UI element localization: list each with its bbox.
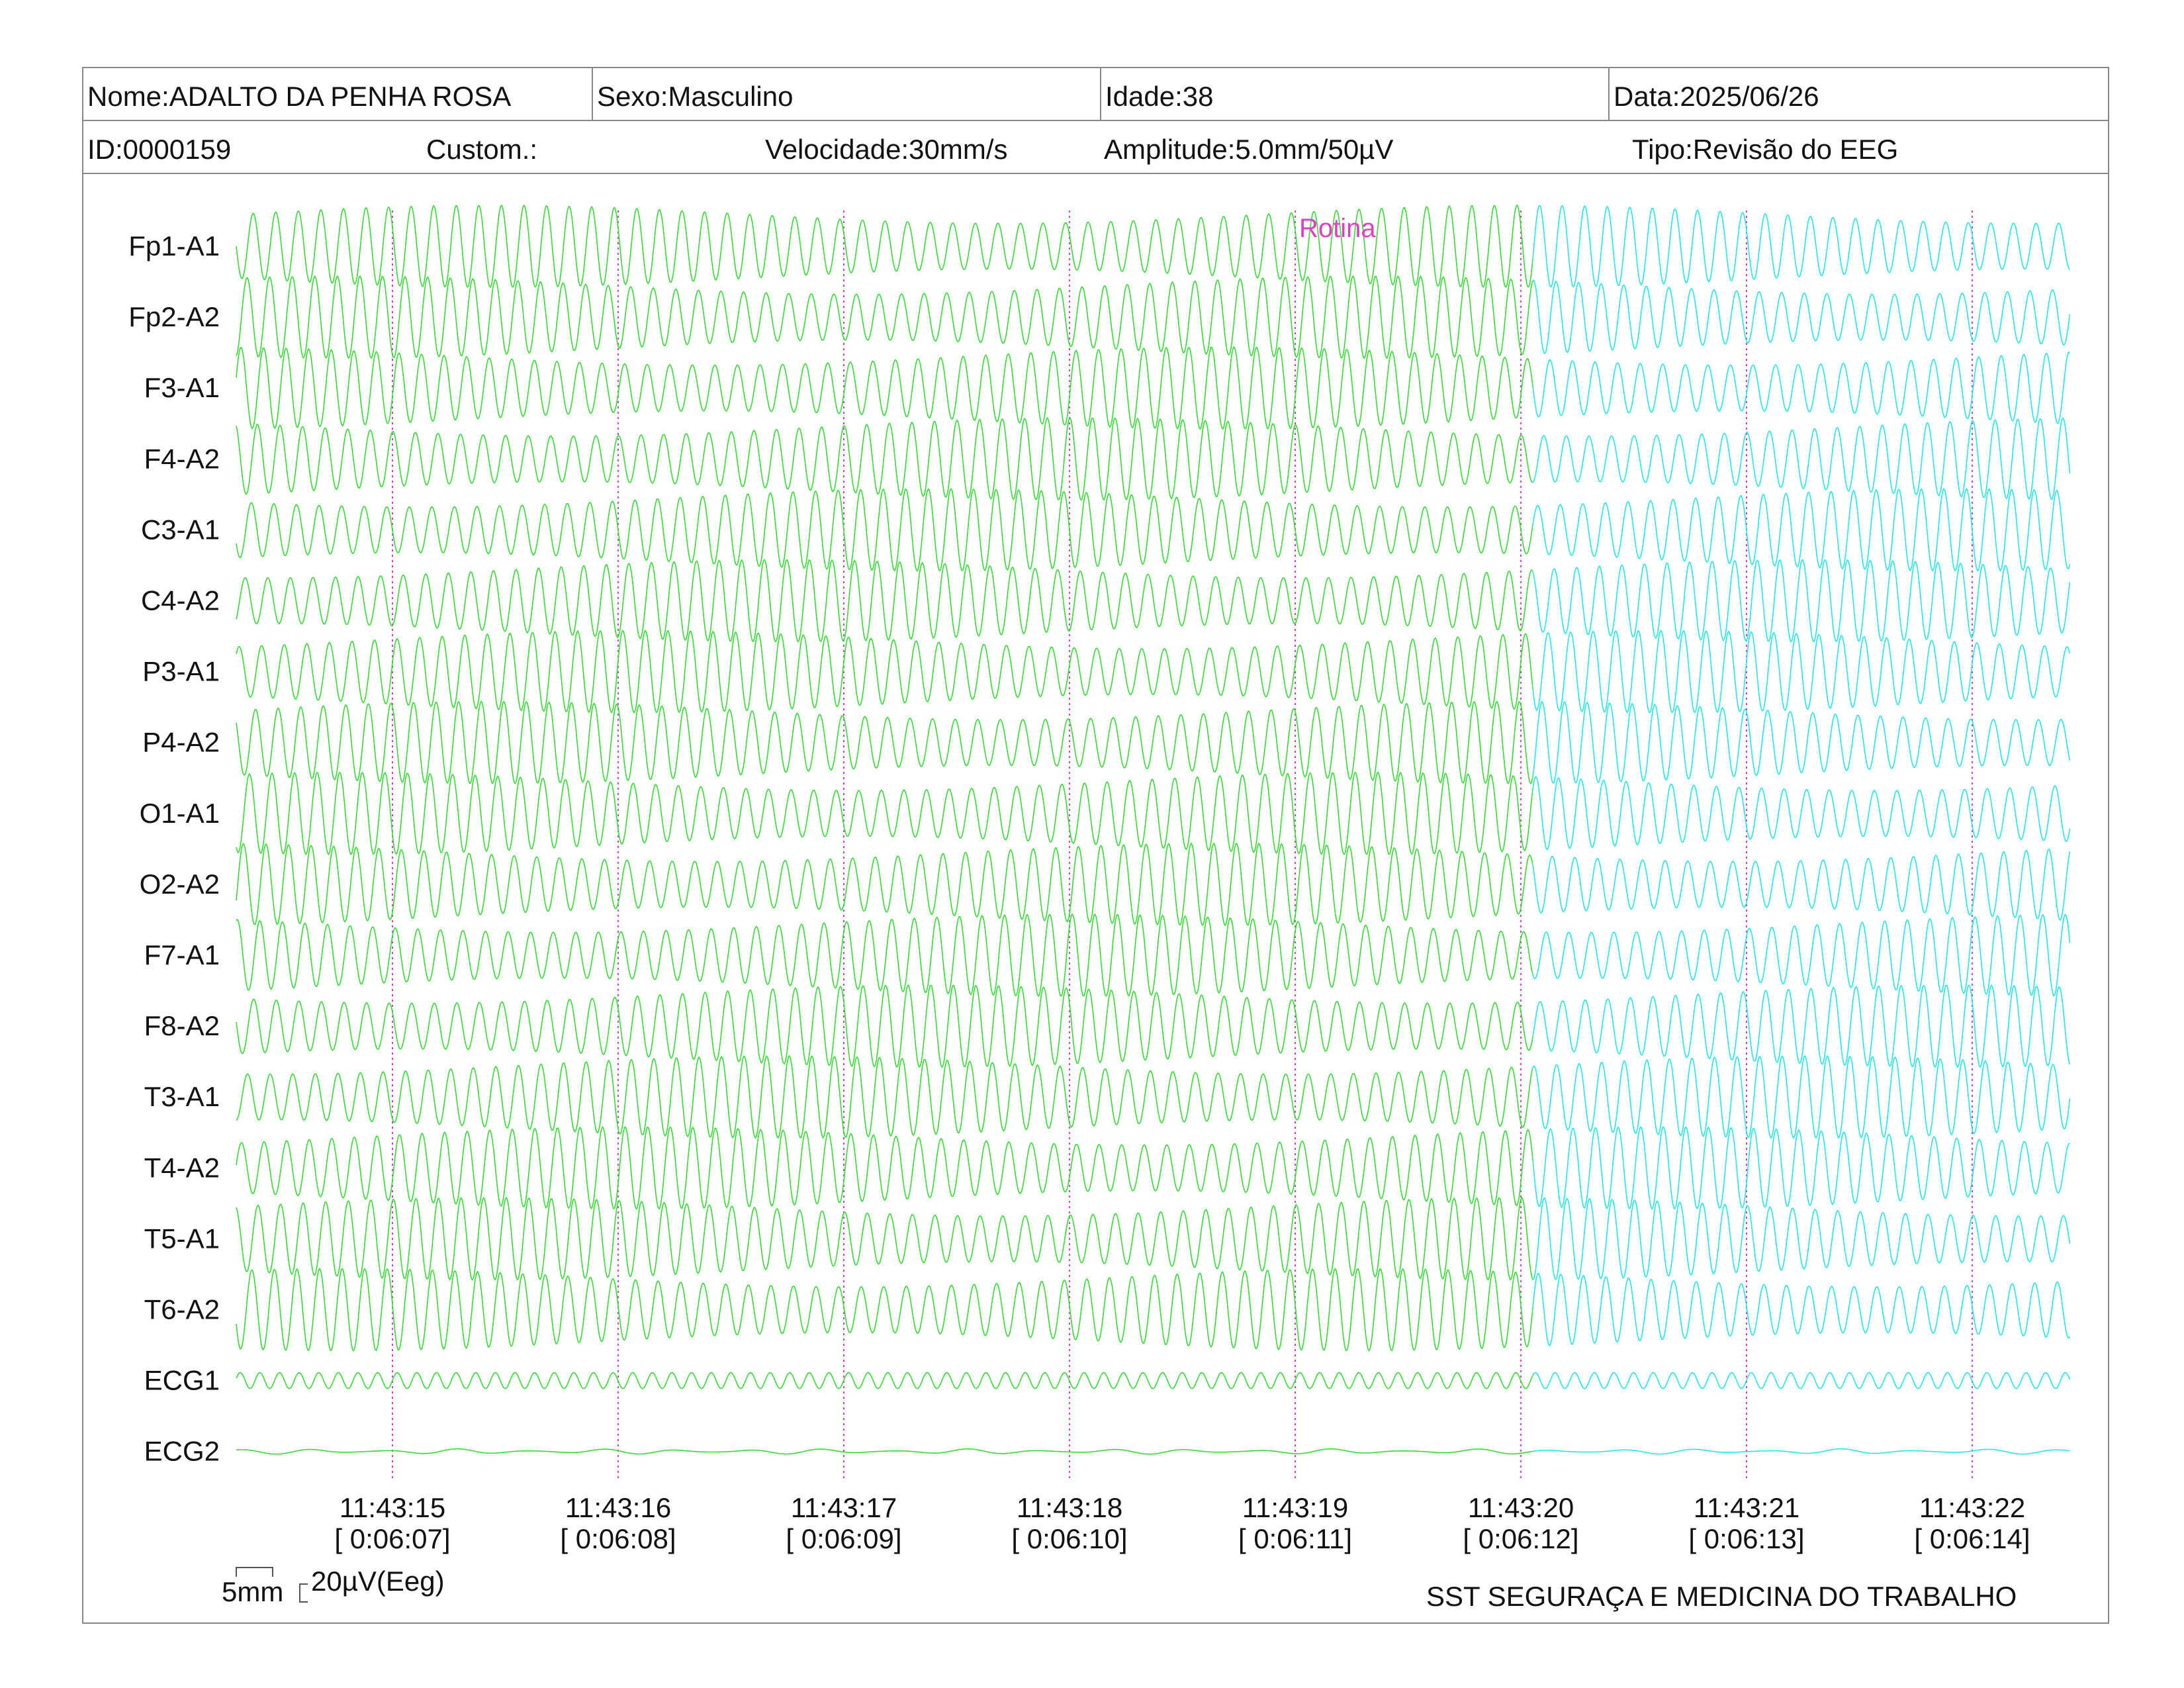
channel-label: T5-A1 [144,1223,220,1254]
exam-date: Data:2025/06/26 [1614,81,1819,112]
scale-amplitude-label: 20µV(Eeg) [311,1566,445,1597]
channel-trace [236,488,1533,572]
channel-trace [1532,1372,2071,1389]
scale-time-label: 5mm [222,1576,284,1607]
channel-trace [1532,417,2071,500]
channel-trace [1532,914,2071,997]
channel-trace [1532,984,2071,1068]
channel-trace [236,984,1533,1068]
channel-trace [236,1196,1533,1281]
channel-label: T6-A2 [144,1294,220,1325]
channel-trace [1532,1055,2071,1139]
channel-label: F7-A1 [144,939,220,970]
report-frame: Nome:ADALTO DA PENHA ROSA Sexo:Masculino… [82,67,2109,1624]
channel-trace [236,1126,1533,1210]
channel-label: C4-A2 [141,585,220,616]
channel-trace [236,559,1533,643]
channel-trace [1532,1197,2071,1281]
company-name: SST SEGURAÇA E MEDICINA DO TRABALHO [1426,1581,2017,1612]
channel-trace [1532,559,2071,643]
header-row-1: Nome:ADALTO DA PENHA ROSA Sexo:Masculino… [83,68,2108,121]
time-tick-clock: 11:43:21 [1694,1492,1799,1523]
channel-trace [1532,776,2071,850]
patient-id: ID:0000159 [87,134,232,165]
time-tick-elapsed: [ 0:06:08] [560,1523,676,1554]
channel-trace [236,416,1533,501]
patient-name: Nome:ADALTO DA PENHA ROSA [83,68,593,120]
exam-type: Tipo:Revisão do EEG [1632,134,1899,165]
time-tick-clock: 11:43:16 [565,1492,671,1523]
channel-trace [1532,279,2071,355]
time-tick-elapsed: [ 0:06:11] [1238,1523,1352,1554]
time-tick-clock: 11:43:20 [1468,1492,1574,1523]
channel-label: P4-A2 [142,727,220,758]
channel-trace [1532,700,2071,784]
speed-setting: Velocidade:30mm/s [765,134,1008,165]
time-tick-elapsed: [ 0:06:13] [1688,1523,1804,1554]
channel-trace [1532,630,2071,714]
channel-trace [236,700,1533,785]
channel-trace [1532,1448,2070,1455]
time-tick-clock: 11:43:18 [1017,1492,1122,1523]
time-tick-clock: 11:43:17 [791,1492,897,1523]
channel-label: Fp1-A1 [128,230,220,261]
channel-label: ECG1 [144,1365,220,1396]
amplitude-scale-bar [299,1583,308,1603]
channel-trace [236,913,1533,998]
channel-trace [1532,1126,2070,1210]
channel-trace [236,1055,1533,1139]
channel-label: O1-A1 [140,798,220,829]
channel-trace [1532,351,2071,424]
channel-trace [236,1372,1533,1389]
channel-trace [236,630,1533,714]
time-tick-elapsed: [ 0:06:07] [334,1523,450,1554]
header-row-2: ID:0000159 Custom.: Velocidade:30mm/s Am… [83,121,2108,174]
channel-label: C3-A1 [141,514,220,545]
channel-trace [236,1448,1533,1455]
channel-label: T4-A2 [144,1152,220,1183]
channel-trace [1532,204,2071,288]
annotation-label: Rotina [1299,214,1376,243]
channel-label: F4-A2 [144,443,220,474]
amplitude-setting: Amplitude:5.0mm/50µV [1104,134,1394,165]
time-tick-clock: 11:43:19 [1242,1492,1348,1523]
time-tick-clock: 11:43:22 [1919,1492,2025,1523]
channel-label: O2-A2 [140,868,220,900]
time-tick-elapsed: [ 0:06:12] [1463,1523,1578,1554]
patient-age: Idade:38 [1101,68,1610,120]
channel-trace [236,275,1533,359]
time-tick-elapsed: [ 0:06:10] [1011,1523,1127,1554]
channel-trace [1532,1273,2071,1347]
time-tick-clock: 11:43:15 [340,1492,445,1523]
time-tick-elapsed: [ 0:06:14] [1914,1523,2030,1554]
channel-label: ECG2 [144,1436,220,1467]
channel-trace [236,1268,1533,1352]
channel-trace [1532,848,2071,921]
time-tick-elapsed: [ 0:06:09] [786,1523,901,1554]
channel-trace [236,842,1533,927]
channel-trace [236,204,1533,289]
channel-label: P3-A1 [142,656,220,687]
time-scale-bar [236,1567,273,1577]
channel-label: F8-A2 [144,1010,220,1041]
channel-label: T3-A1 [144,1081,220,1112]
channel-label: F3-A1 [144,372,220,403]
channel-trace [236,346,1533,430]
channel-trace [1532,487,2071,572]
patient-sex: Sexo:Masculino [593,68,1101,120]
custom-field: Custom.: [426,134,538,165]
channel-label: Fp2-A2 [128,301,220,332]
channel-trace [236,771,1533,856]
